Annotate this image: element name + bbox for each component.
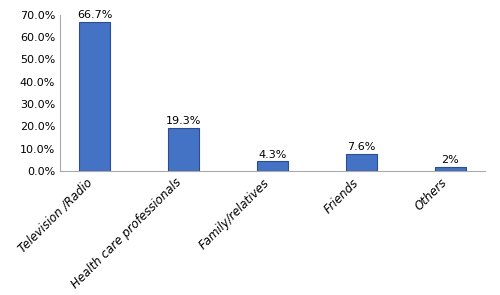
Text: 7.6%: 7.6% bbox=[347, 142, 376, 152]
Bar bbox=[257, 161, 288, 171]
Text: 4.3%: 4.3% bbox=[258, 150, 286, 160]
Text: 19.3%: 19.3% bbox=[166, 116, 202, 126]
Bar bbox=[80, 22, 110, 171]
Bar bbox=[346, 154, 377, 171]
Bar bbox=[168, 128, 199, 171]
Bar bbox=[434, 167, 466, 171]
Text: 2%: 2% bbox=[442, 155, 459, 165]
Text: 66.7%: 66.7% bbox=[77, 10, 112, 20]
